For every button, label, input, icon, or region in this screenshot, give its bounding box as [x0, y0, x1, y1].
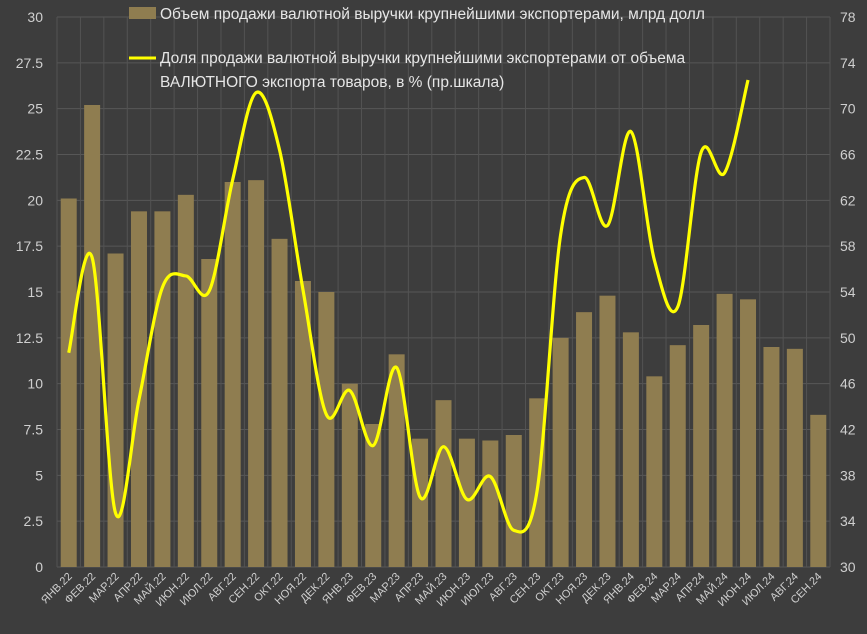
bar [201, 259, 218, 567]
legend-line-label-2: ВАЛЮТНОГО экспорта товаров, в % (пр.шкал… [160, 74, 504, 91]
bar [341, 383, 358, 567]
bar [224, 182, 241, 567]
bar [435, 400, 452, 567]
bar [177, 194, 194, 568]
bar [599, 295, 616, 567]
left-tick-label: 2.5 [24, 513, 44, 529]
bar [552, 337, 569, 567]
left-tick-label: 15 [27, 284, 43, 300]
left-tick-label: 7.5 [24, 422, 44, 438]
right-tick-label: 42 [840, 422, 856, 438]
bar [458, 438, 475, 567]
bar [482, 440, 499, 567]
right-tick-label: 46 [840, 376, 856, 392]
right-axis-ticks: 30 34 38 42 46 50 54 58 62 66 70 74 78 [840, 9, 856, 575]
bar [693, 325, 710, 567]
left-tick-label: 30 [27, 9, 43, 25]
bar [60, 198, 77, 567]
bar [294, 281, 311, 567]
bar [154, 211, 171, 568]
bar [576, 312, 593, 567]
bar [786, 348, 803, 567]
bar [716, 293, 733, 567]
bar [622, 332, 639, 567]
legend-bar-label: Объем продажи валютной выручки крупнейши… [160, 6, 705, 23]
bar [505, 435, 522, 567]
right-tick-label: 58 [840, 238, 856, 254]
left-tick-label: 17.5 [16, 238, 43, 254]
x-axis-ticks: ЯНВ.22ФЕВ.22МАР.22АПР.22МАЙ.22ИЮН.22ИЮЛ.… [39, 570, 824, 609]
left-tick-label: 0 [35, 559, 43, 575]
right-tick-label: 62 [840, 192, 856, 208]
left-tick-label: 25 [27, 101, 43, 117]
right-tick-label: 50 [840, 330, 856, 346]
bar-series [60, 105, 827, 568]
bar [669, 345, 686, 567]
right-tick-label: 74 [840, 55, 856, 71]
bar [318, 292, 335, 567]
left-tick-label: 22.5 [16, 147, 43, 163]
right-tick-label: 78 [840, 9, 856, 25]
bar [763, 347, 780, 567]
right-tick-label: 30 [840, 559, 856, 575]
legend-line-label-1: Доля продажи валютной выручки крупнейшим… [160, 50, 686, 67]
left-tick-label: 27.5 [16, 55, 43, 71]
bar [84, 105, 101, 567]
right-tick-label: 34 [840, 513, 856, 529]
bar [130, 211, 147, 568]
bar [365, 424, 382, 567]
bar [740, 299, 757, 567]
legend: Объем продажи валютной выручки крупнейши… [129, 6, 705, 91]
bar [412, 438, 429, 567]
left-tick-label: 20 [27, 192, 43, 208]
bar [107, 253, 124, 567]
bar [271, 238, 288, 568]
line-series [67, 79, 750, 534]
left-tick-label: 12.5 [16, 330, 43, 346]
left-tick-label: 5 [35, 467, 43, 483]
legend-bar-swatch [129, 7, 156, 19]
bar [248, 180, 265, 567]
bar [388, 354, 405, 567]
right-tick-label: 66 [840, 147, 856, 163]
right-tick-label: 70 [840, 101, 856, 117]
bar [646, 376, 663, 567]
left-axis-ticks: 0 2.5 5 7.5 10 12.5 15 17.5 20 22.5 25 27.5 30 [16, 9, 43, 575]
right-tick-label: 38 [840, 467, 856, 483]
bar [810, 414, 827, 567]
left-tick-label: 10 [27, 376, 43, 392]
right-tick-label: 54 [840, 284, 856, 300]
